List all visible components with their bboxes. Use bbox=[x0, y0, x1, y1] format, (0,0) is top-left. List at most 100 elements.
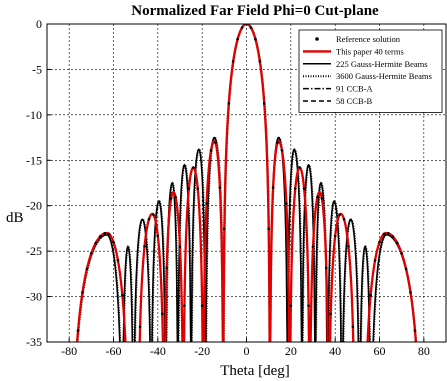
y-tick-label: -5 bbox=[32, 62, 42, 76]
reference-point bbox=[378, 240, 381, 244]
reference-point bbox=[160, 312, 164, 316]
reference-point bbox=[298, 166, 302, 169]
reference-point bbox=[320, 197, 324, 200]
reference-point bbox=[293, 187, 297, 190]
reference-point bbox=[156, 234, 160, 238]
reference-point bbox=[143, 245, 146, 248]
reference-point bbox=[223, 227, 226, 231]
x-tick-label: 20 bbox=[285, 344, 297, 358]
x-tick-label: -80 bbox=[61, 344, 77, 358]
reference-point bbox=[187, 187, 191, 190]
legend-label: Reference solution bbox=[336, 34, 401, 44]
reference-point bbox=[178, 245, 182, 249]
reference-point bbox=[196, 187, 200, 190]
reference-point bbox=[227, 102, 231, 105]
chart-title: Normalized Far Field Phi=0 Cut-plane bbox=[131, 3, 379, 19]
reference-point bbox=[174, 195, 177, 199]
y-tick-label: -10 bbox=[26, 108, 42, 122]
legend: Reference solution This paper 40 terms 225… bbox=[298, 29, 443, 113]
x-axis-label: Theta [deg] bbox=[220, 363, 290, 379]
y-tick-label: -30 bbox=[26, 290, 42, 304]
reference-point bbox=[307, 304, 310, 308]
reference-point bbox=[214, 141, 217, 145]
reference-point bbox=[103, 232, 106, 235]
axis-ticks: -80 -60 -40 -20 0 20 40 60 80 0 -5 -10 -15 -20 -25 -30 -… bbox=[26, 17, 430, 358]
reference-point bbox=[262, 102, 266, 105]
y-tick-label: -35 bbox=[26, 335, 42, 349]
reference-point bbox=[200, 304, 204, 308]
reference-point bbox=[289, 304, 293, 308]
reference-point bbox=[94, 241, 98, 245]
y-tick-label: -25 bbox=[26, 244, 42, 258]
reference-point bbox=[413, 329, 417, 332]
reference-point bbox=[236, 37, 239, 41]
reference-point bbox=[271, 186, 275, 189]
legend-label: 3600 Gauss-Hermite Beams bbox=[336, 71, 432, 81]
reference-point bbox=[400, 251, 403, 255]
reference-point bbox=[85, 267, 89, 271]
reference-point bbox=[254, 37, 257, 41]
reference-point bbox=[276, 141, 279, 145]
plot-area bbox=[75, 24, 418, 342]
plot-frame bbox=[46, 23, 447, 343]
reference-point bbox=[382, 232, 386, 236]
reference-point bbox=[107, 232, 111, 236]
reference-point bbox=[81, 291, 84, 294]
reference-point bbox=[311, 245, 315, 249]
reference-point bbox=[249, 26, 253, 29]
x-tick-label: 80 bbox=[418, 344, 430, 358]
legend-label: 91 CCB-A bbox=[336, 84, 373, 94]
reference-point bbox=[373, 259, 377, 262]
reference-point bbox=[231, 59, 235, 63]
reference-point bbox=[329, 312, 333, 316]
reference-point bbox=[218, 186, 222, 189]
reference-point bbox=[387, 232, 390, 235]
reference-point bbox=[152, 213, 155, 216]
reference-point bbox=[165, 266, 168, 270]
reference-point bbox=[116, 259, 120, 262]
reference-point bbox=[267, 227, 270, 231]
reference-point bbox=[369, 293, 372, 297]
reference-point bbox=[285, 202, 288, 205]
y-tick-label: 0 bbox=[36, 17, 42, 31]
reference-point bbox=[147, 217, 151, 221]
reference-point bbox=[121, 293, 124, 297]
reference-point bbox=[333, 234, 337, 238]
legend-label: This paper 40 terms bbox=[336, 46, 404, 56]
reference-point bbox=[205, 202, 208, 205]
reference-point bbox=[342, 217, 346, 221]
y-tick-label: -20 bbox=[26, 199, 42, 213]
reference-point bbox=[347, 245, 350, 248]
reference-point bbox=[98, 235, 102, 238]
reference-point bbox=[192, 166, 195, 169]
legend-label: 225 Gauss-Hermite Beams bbox=[336, 59, 428, 69]
reference-point bbox=[316, 195, 319, 199]
reference-point bbox=[90, 251, 93, 255]
reference-point bbox=[404, 267, 408, 271]
reference-point bbox=[183, 304, 186, 308]
reference-point bbox=[325, 266, 328, 270]
reference-point bbox=[240, 26, 244, 29]
reference-point bbox=[138, 325, 142, 329]
reference-point bbox=[258, 59, 262, 63]
reference-point bbox=[409, 291, 412, 294]
series-line-3600-gh-beams bbox=[77, 24, 418, 342]
reference-point bbox=[280, 149, 284, 152]
reference-point bbox=[391, 235, 395, 238]
x-tick-label: -40 bbox=[150, 344, 166, 358]
x-tick-label: -20 bbox=[194, 344, 210, 358]
x-tick-label: 60 bbox=[374, 344, 386, 358]
x-tick-label: 40 bbox=[329, 344, 341, 358]
legend-box bbox=[298, 29, 443, 113]
legend-label: 58 CCB-B bbox=[336, 96, 372, 106]
reference-point bbox=[76, 329, 80, 332]
reference-point bbox=[112, 240, 115, 244]
reference-point bbox=[169, 197, 173, 200]
x-tick-label: -60 bbox=[106, 344, 122, 358]
y-axis-label: dB bbox=[6, 210, 24, 226]
reference-point bbox=[395, 241, 399, 245]
y-tick-label: -15 bbox=[26, 153, 42, 167]
reference-point bbox=[338, 213, 341, 216]
legend-swatch bbox=[315, 37, 319, 41]
